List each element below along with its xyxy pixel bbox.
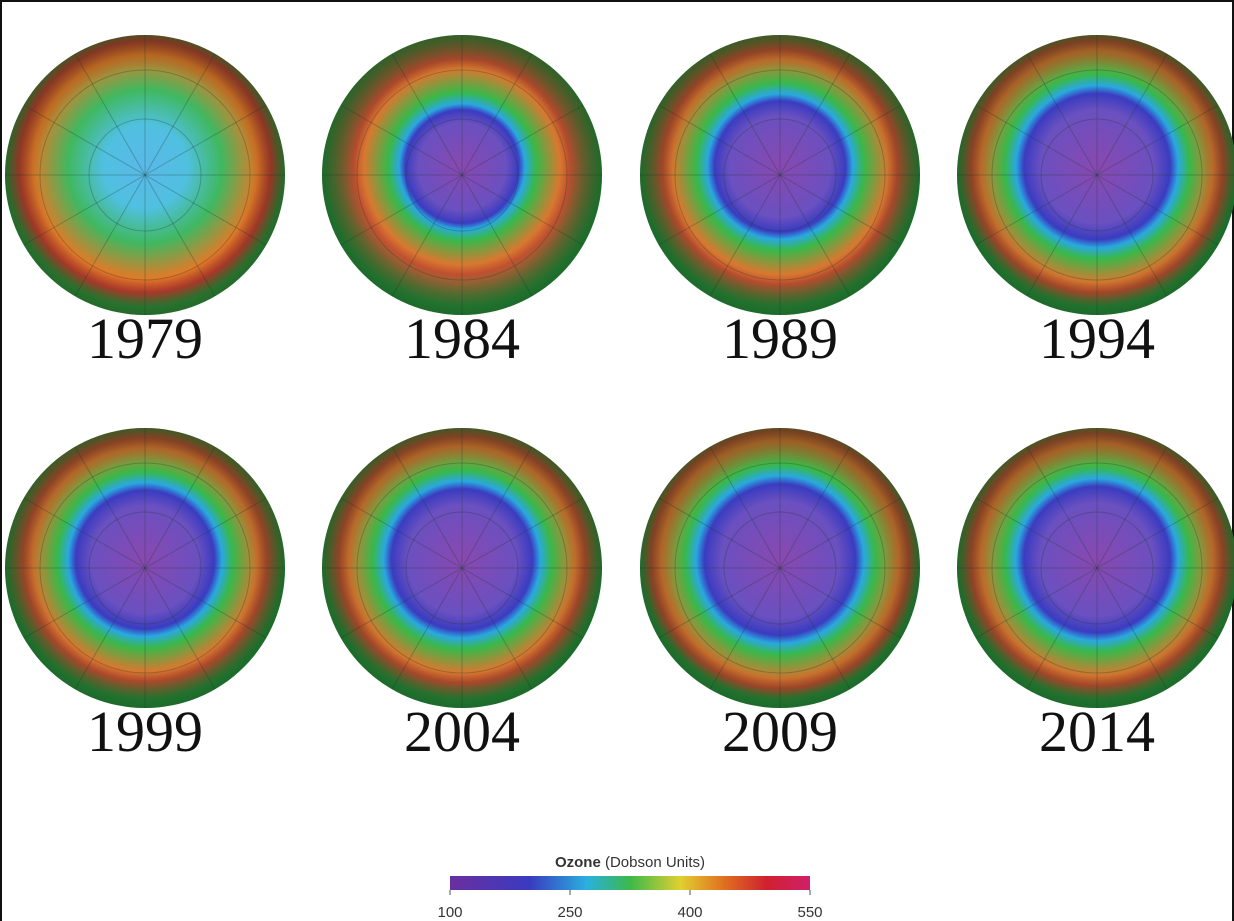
globe	[957, 428, 1234, 708]
colorbar-tick-label: 550	[797, 904, 822, 921]
globe	[5, 428, 285, 708]
legend-title-main: Ozone	[555, 854, 601, 871]
globe	[957, 35, 1234, 315]
globe	[640, 35, 920, 315]
globe-shade	[640, 35, 920, 315]
globe-shade	[5, 35, 285, 315]
legend-unit: (Dobson Units)	[605, 854, 705, 871]
colorbar-tick-label: 400	[677, 904, 702, 921]
colorbar-tick-label: 100	[437, 904, 462, 921]
year-label: 2014	[1039, 699, 1155, 764]
year-label: 1979	[87, 306, 203, 371]
globe-grid: 1979 1984 1989 1994 1999 2004 2009 2014	[5, 35, 1234, 764]
globe	[322, 428, 602, 708]
colorbar-tick-label: 250	[557, 904, 582, 921]
year-label: 1994	[1039, 306, 1155, 371]
year-label: 1989	[722, 306, 838, 371]
year-label: 1999	[87, 699, 203, 764]
globe-shade	[957, 35, 1234, 315]
color-bar	[450, 876, 810, 890]
year-label: 2004	[404, 699, 520, 764]
globe	[322, 35, 602, 315]
globe-shade	[640, 428, 920, 708]
legend-title: Ozone (Dobson Units)	[555, 854, 705, 871]
globe	[5, 35, 285, 315]
globe	[640, 428, 920, 708]
color-legend: Ozone (Dobson Units) 100 250 400 550	[437, 854, 822, 921]
globe-shade	[322, 35, 602, 315]
globe-shade	[322, 428, 602, 708]
globe-shade	[5, 428, 285, 708]
year-label: 2009	[722, 699, 838, 764]
year-label: 1984	[404, 306, 520, 371]
globe-shade	[957, 428, 1234, 708]
